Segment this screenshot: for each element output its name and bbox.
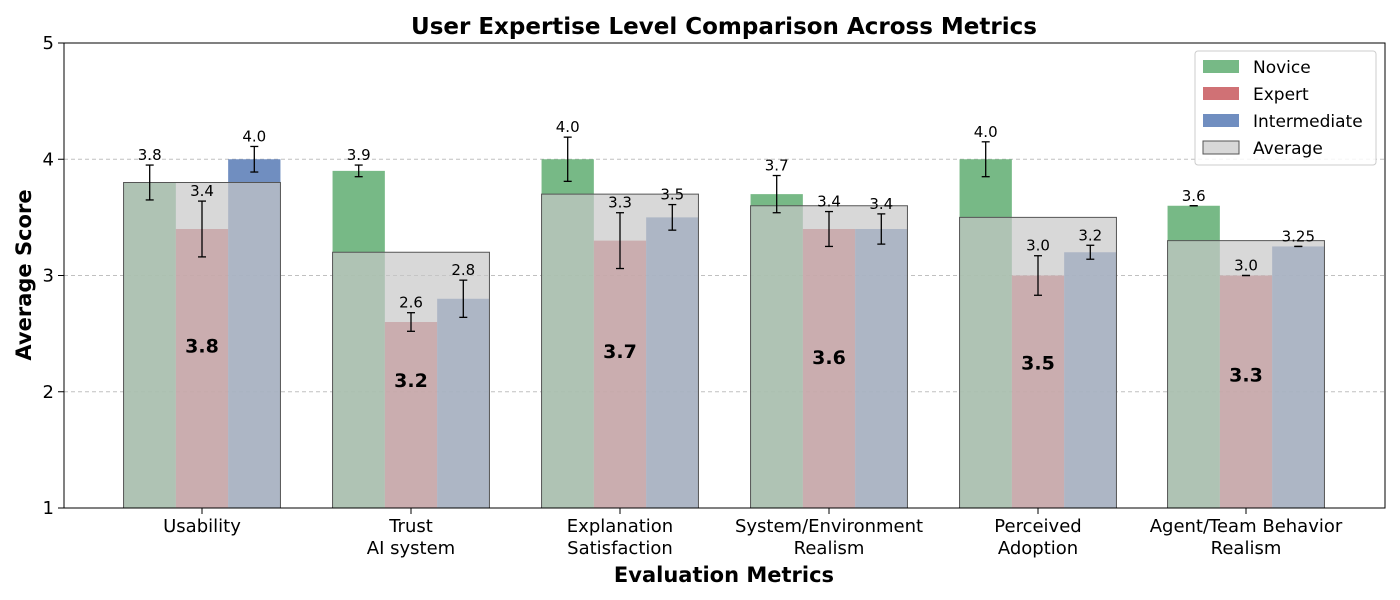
legend-label-novice: Novice (1253, 58, 1311, 78)
value-label-expert-2: 3.3 (608, 194, 632, 212)
value-label-intermediate-1: 2.8 (451, 261, 475, 279)
x-tick-label-4-0: Perceived (994, 516, 1081, 537)
legend-swatch-average (1202, 140, 1240, 155)
x-tick-label-5-1: Realism (1211, 538, 1282, 559)
x-tick-label-3-1: Realism (794, 538, 865, 559)
value-label-novice-0: 3.8 (138, 146, 162, 164)
legend-box (1194, 50, 1377, 166)
average-label-3: 3.6 (812, 347, 846, 369)
value-label-novice-3: 3.7 (765, 157, 789, 175)
x-tick-label-1-1: AI system (367, 538, 455, 559)
value-label-novice-5: 3.6 (1182, 187, 1206, 205)
value-label-expert-1: 2.6 (399, 294, 423, 312)
average-label-1: 3.2 (394, 370, 428, 392)
value-labels-layer: 3.8 3.9 4.0 3.7 4.0 3.6 3.4 2.6 3.3 3.4 3.0 3.0 4.0 2… (138, 118, 1315, 392)
y-tick-label-3: 3 (43, 266, 54, 287)
value-label-expert-0: 3.4 (190, 182, 214, 200)
y-axis: 1 2 3 4 5 (43, 33, 64, 519)
x-tick-label-2-0: Explanation (567, 516, 673, 537)
x-tick-label-5-0: Agent/Team Behavior (1150, 516, 1343, 537)
value-label-intermediate-5: 3.25 (1282, 227, 1315, 245)
value-label-intermediate-0: 4.0 (242, 127, 266, 145)
grid-lines (64, 158, 1385, 393)
value-label-novice-1: 3.9 (347, 146, 371, 164)
value-label-expert-3: 3.4 (817, 193, 841, 211)
x-tick-label-1-0: Trust (388, 516, 433, 537)
x-tick-label-3-0: System/Environment (735, 516, 923, 537)
value-label-intermediate-2: 3.5 (660, 186, 684, 204)
x-tick-label-0-0: Usability (163, 516, 241, 537)
value-label-novice-4: 4.0 (974, 123, 998, 141)
error-bars-layer (145, 136, 1303, 332)
y-axis-title: Average Score (12, 189, 36, 360)
x-tick-label-4-1: Adoption (998, 538, 1078, 559)
average-label-5: 3.3 (1229, 364, 1263, 386)
legend-label-average: Average (1253, 139, 1323, 159)
legend-swatch-novice (1203, 60, 1239, 73)
x-axis-title: Evaluation Metrics (614, 563, 834, 587)
value-label-expert-4: 3.0 (1026, 237, 1050, 255)
chart-title: User Expertise Level Comparison Across M… (411, 14, 1037, 40)
x-tick-label-2-1: Satisfaction (567, 538, 673, 559)
y-tick-label-1: 1 (43, 498, 54, 519)
legend-swatch-intermediate (1203, 114, 1239, 127)
value-label-intermediate-4: 3.2 (1078, 226, 1102, 244)
average-bar-3 (750, 205, 908, 509)
legend-label-expert: Expert (1253, 85, 1309, 105)
value-label-novice-2: 4.0 (556, 118, 580, 136)
value-label-expert-5: 3.0 (1234, 257, 1258, 275)
average-label-2: 3.7 (603, 341, 637, 363)
y-tick-label-5: 5 (43, 33, 54, 54)
value-label-intermediate-3: 3.4 (869, 195, 893, 213)
average-label-0: 3.8 (185, 335, 219, 357)
average-label-4: 3.5 (1021, 353, 1055, 375)
average-bar-5 (1167, 240, 1325, 509)
y-tick-label-4: 4 (43, 149, 54, 170)
legend-swatch-expert (1203, 87, 1239, 100)
y-tick-label-2: 2 (43, 382, 54, 403)
legend-label-intermediate: Intermediate (1253, 112, 1363, 132)
legend: Novice Expert Intermediate Average (1194, 50, 1377, 166)
